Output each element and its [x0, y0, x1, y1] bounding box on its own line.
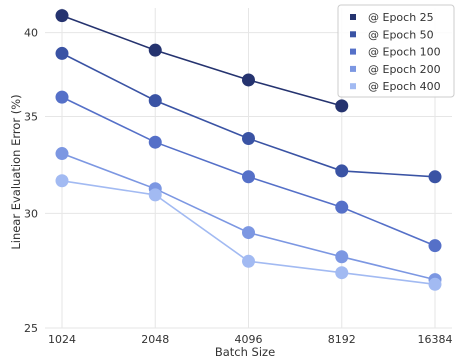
data-point [242, 226, 255, 240]
data-point [428, 170, 442, 184]
legend-marker [350, 14, 356, 20]
data-point [148, 43, 162, 57]
x-tick-label: 2048 [141, 333, 169, 346]
data-point [148, 135, 162, 149]
data-point [242, 131, 255, 145]
legend-label: @ Epoch 100 [368, 46, 441, 59]
series-3 [55, 90, 442, 253]
data-point [55, 90, 69, 104]
data-point [242, 254, 255, 268]
series-1 [55, 9, 349, 113]
legend-marker [350, 83, 356, 90]
data-point [148, 94, 162, 108]
series-2 [55, 46, 442, 184]
legend-label: @ Epoch 25 [368, 11, 434, 24]
y-axis-label: Linear Evaluation Error (%) [9, 94, 23, 249]
legend: @ Epoch 25 @ Epoch 50 @ Epoch 100 @ Epoch 2… [337, 4, 455, 98]
legend-label: @ Epoch 200 [368, 63, 441, 76]
series-line [61, 14, 343, 107]
data-point [242, 73, 255, 87]
y-tick-label: 40 [24, 27, 38, 40]
x-tick-label: 4096 [235, 333, 263, 346]
data-point [428, 239, 442, 253]
legend-marker [350, 65, 356, 72]
legend-marker [350, 31, 356, 38]
tick-labels: 1024 2048 4096 8192 16384 25 30 35 40 [24, 27, 453, 346]
legend-label: @ Epoch 400 [368, 80, 441, 93]
y-tick-label: 25 [24, 322, 38, 335]
data-point [55, 9, 69, 23]
x-tick-label: 8192 [328, 333, 356, 346]
data-point [335, 200, 349, 214]
data-point [335, 250, 349, 264]
x-tick-label: 1024 [48, 333, 76, 346]
data-point [242, 170, 255, 184]
data-point [428, 277, 442, 291]
data-point [55, 147, 69, 161]
y-tick-label: 30 [24, 207, 38, 220]
x-tick-label: 16384 [418, 333, 453, 346]
legend-marker [350, 48, 356, 55]
y-tick-label: 35 [24, 111, 38, 124]
series-5 [55, 174, 442, 291]
data-point [55, 174, 69, 188]
data-point [335, 266, 349, 280]
data-point [335, 99, 349, 113]
data-point [148, 188, 162, 202]
x-axis-label: Batch Size [215, 345, 275, 359]
data-point [55, 46, 69, 60]
data-point [335, 164, 349, 178]
legend-box [337, 4, 455, 98]
legend-label: @ Epoch 50 [368, 28, 434, 41]
series-layer [55, 9, 442, 291]
